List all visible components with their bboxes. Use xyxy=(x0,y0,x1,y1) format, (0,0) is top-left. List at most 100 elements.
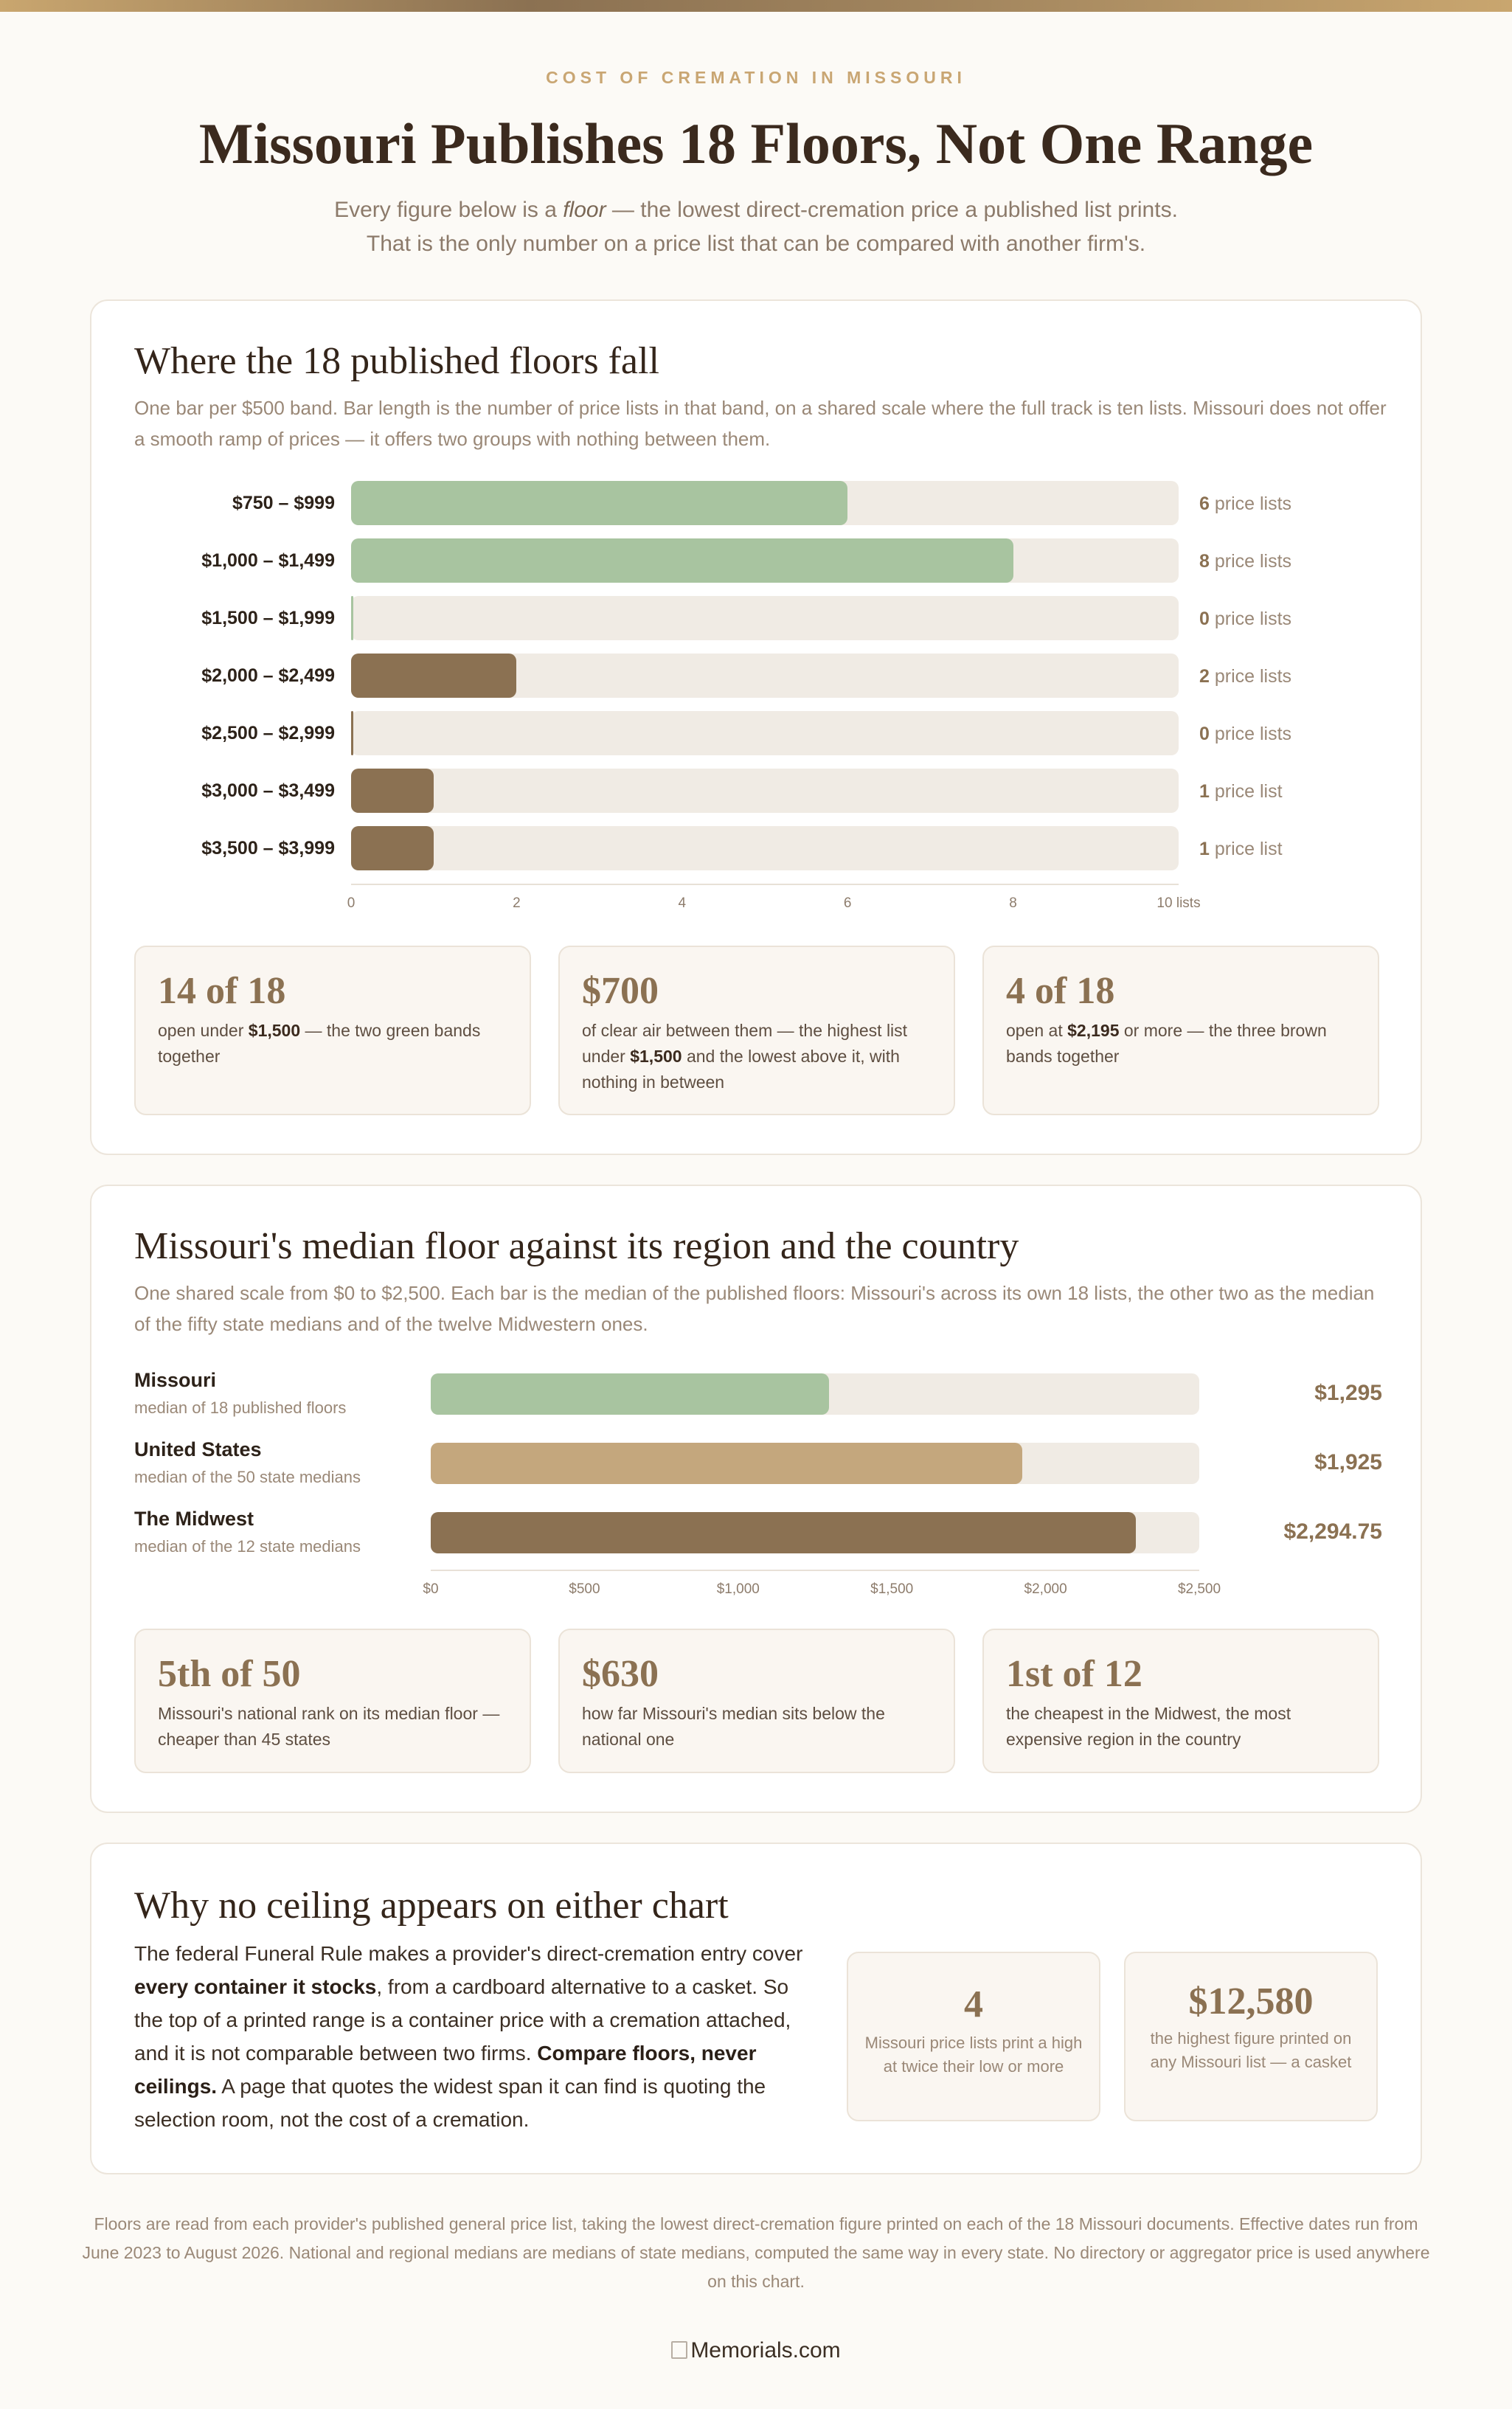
series-name: The Midwest xyxy=(134,1508,254,1530)
stat-box: $700 of clear air between them — the hig… xyxy=(558,946,955,1115)
band-label: $2,500 – $2,999 xyxy=(201,723,335,744)
eyebrow: COST OF CREMATION IN MISSOURI xyxy=(546,68,966,87)
stat-box: 14 of 18 open under $1,500 — the two gre… xyxy=(134,946,531,1115)
x-tick-label: 8 xyxy=(1009,895,1017,911)
band-label: $3,000 – $3,499 xyxy=(201,780,335,801)
bar-track xyxy=(431,1373,1199,1415)
subtitle-emphasis: floor xyxy=(563,198,606,222)
ceiling-card: Why no ceiling appears on either chart T… xyxy=(90,1843,1422,2174)
band-label: $2,000 – $2,499 xyxy=(201,665,335,686)
stat-text: of clear air between them — the highest … xyxy=(582,1021,908,1092)
bar-value-label: 1 price list xyxy=(1199,781,1283,802)
stat-value: $630 xyxy=(582,1653,659,1695)
logo-text: Memorials.com xyxy=(690,2338,841,2363)
stat-box: 5th of 50 Missouri's national rank on it… xyxy=(134,1629,531,1773)
subtitle-text: Every figure below is a xyxy=(334,198,563,222)
page-title: Missouri Publishes 18 Floors, Not One Ra… xyxy=(198,111,1314,176)
x-tick-label: 2 xyxy=(513,895,521,911)
section-description: One bar per $500 band. Bar length is the… xyxy=(134,397,1387,450)
series-subtitle: median of the 12 state medians xyxy=(134,1537,361,1556)
x-axis xyxy=(351,884,1179,885)
bar-value-label: 1 price list xyxy=(1199,839,1283,859)
stat-text: open at $2,195 or more — the three brown… xyxy=(1006,1021,1327,1066)
bar-track xyxy=(351,596,1179,640)
subtitle-text: That is the only number on a price list … xyxy=(366,232,1146,256)
page-subtitle: Every figure below is a floor — the lowe… xyxy=(0,193,1512,261)
x-tick-label: $0 xyxy=(423,1581,439,1597)
x-tick-label: $1,500 xyxy=(870,1581,914,1597)
bar xyxy=(351,826,434,870)
section-title: Why no ceiling appears on either chart xyxy=(134,1885,729,1927)
mini-stat-value: $12,580 xyxy=(1188,1980,1314,2022)
series-subtitle: median of the 50 state medians xyxy=(134,1468,361,1486)
distribution-card: Where the 18 published floors fall One b… xyxy=(90,299,1422,1155)
bar xyxy=(351,538,1013,583)
stat-text: Missouri's national rank on its median f… xyxy=(158,1704,500,1749)
bar-value-label: 8 price lists xyxy=(1199,551,1292,572)
bar-track xyxy=(351,711,1179,755)
x-tick-label: 0 xyxy=(347,895,356,911)
bar-track xyxy=(351,769,1179,813)
stat-value: 5th of 50 xyxy=(158,1653,301,1695)
series-name: United States xyxy=(134,1438,262,1460)
x-tick-label: $2,000 xyxy=(1024,1581,1067,1597)
bar-value-label: 0 price lists xyxy=(1199,724,1292,744)
bar-track xyxy=(351,654,1179,698)
bar-track xyxy=(431,1512,1199,1553)
stat-value: 4 of 18 xyxy=(1006,970,1115,1012)
bar-value-label: $1,925 xyxy=(1314,1450,1382,1474)
series-subtitle: median of 18 published floors xyxy=(134,1398,347,1417)
series-name: Missouri xyxy=(134,1369,217,1391)
band-label: $1,000 – $1,499 xyxy=(201,550,335,571)
mini-stat-box: 4 Missouri price lists print a high at tw… xyxy=(847,1952,1100,2121)
x-tick-label: $500 xyxy=(569,1581,600,1597)
stat-value: 14 of 18 xyxy=(158,970,286,1012)
bar xyxy=(351,481,848,525)
bar xyxy=(431,1373,829,1415)
x-tick-label: $2,500 xyxy=(1177,1581,1221,1597)
section-description: One shared scale from $0 to $2,500. Each… xyxy=(134,1282,1375,1335)
bar-value-label: $2,294.75 xyxy=(1283,1519,1382,1544)
x-tick-label: $1,000 xyxy=(716,1581,760,1597)
bar-value-label: 0 price lists xyxy=(1199,609,1292,629)
bar xyxy=(351,769,434,813)
bar xyxy=(351,596,353,640)
mini-stat-text: the highest figure printed on any Missou… xyxy=(1150,2029,1352,2071)
stat-box: 4 of 18 open at $2,195 or more — the thr… xyxy=(982,946,1379,1115)
band-label: $3,500 – $3,999 xyxy=(201,838,335,859)
x-tick-label: 10 lists xyxy=(1156,895,1201,911)
bar xyxy=(431,1512,1137,1553)
bar xyxy=(351,711,353,755)
subtitle-text: — the lowest direct-cremation price a pu… xyxy=(606,198,1178,222)
median-card: Missouri's median floor against its regi… xyxy=(90,1185,1422,1813)
band-label: $1,500 – $1,999 xyxy=(201,608,335,628)
section-title: Missouri's median floor against its regi… xyxy=(134,1225,1019,1267)
x-axis xyxy=(431,1570,1199,1571)
band-label: $750 – $999 xyxy=(232,493,335,513)
mini-stat-text: Missouri price lists print a high at twic… xyxy=(864,2034,1083,2076)
bar-track xyxy=(351,826,1179,870)
stat-text: the cheapest in the Midwest, the most ex… xyxy=(1006,1704,1291,1749)
stat-text: open under $1,500 — the two green bands … xyxy=(158,1021,481,1066)
bar-track xyxy=(351,481,1179,525)
mini-stat-value: 4 xyxy=(964,1983,983,2025)
footnote: Floors are read from each provider's pub… xyxy=(82,2214,1430,2291)
bar-track xyxy=(351,538,1179,583)
section-title: Where the 18 published floors fall xyxy=(134,340,659,382)
stat-value: 1st of 12 xyxy=(1006,1653,1142,1695)
stat-text: how far Missouri's median sits below the… xyxy=(582,1704,885,1749)
mini-stat-box: $12,580 the highest figure printed on an… xyxy=(1124,1952,1378,2121)
x-tick-label: 6 xyxy=(843,895,852,911)
broken-image-icon xyxy=(671,2341,688,2359)
bar-track xyxy=(431,1443,1199,1484)
bar-value-label: $1,295 xyxy=(1314,1381,1382,1405)
stat-value: $700 xyxy=(582,970,659,1012)
stat-box: 1st of 12 the cheapest in the Midwest, t… xyxy=(982,1629,1379,1773)
stat-box: $630 how far Missouri's median sits belo… xyxy=(558,1629,955,1773)
x-tick-label: 4 xyxy=(678,895,687,911)
bar-value-label: 2 price lists xyxy=(1199,666,1292,687)
bar-value-label: 6 price lists xyxy=(1199,493,1292,514)
bar xyxy=(431,1443,1023,1484)
bar xyxy=(351,654,517,698)
ceiling-explanation: The federal Funeral Rule makes a provide… xyxy=(134,1942,803,2131)
